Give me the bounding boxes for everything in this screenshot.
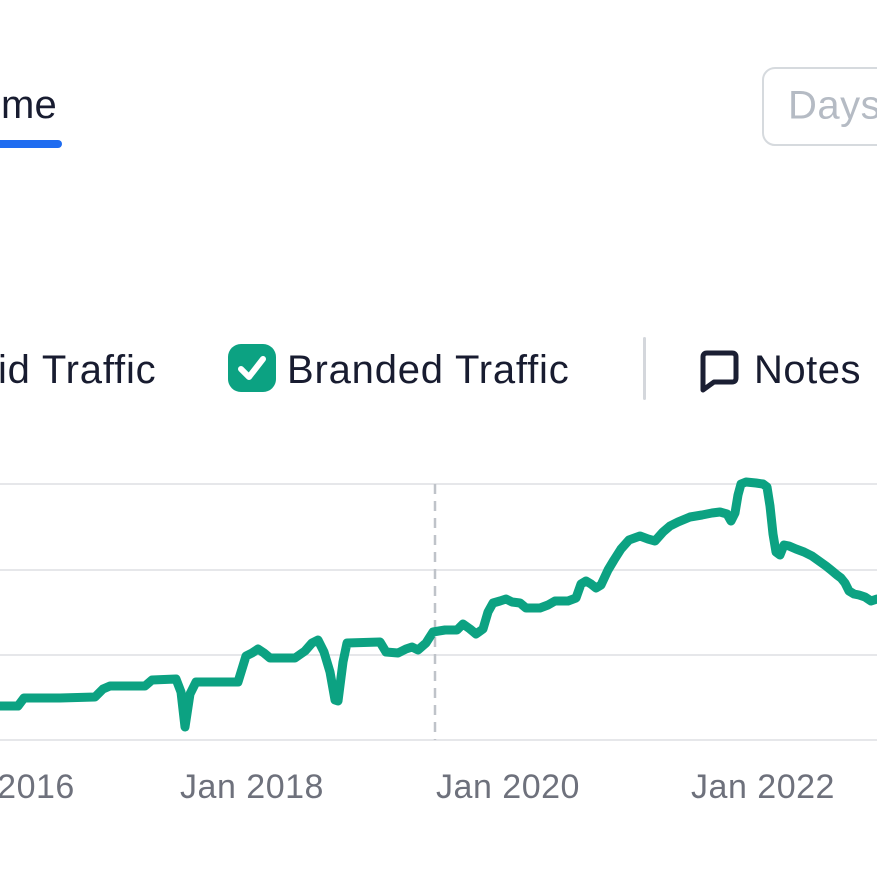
legend-branded-traffic-label[interactable]: Branded Traffic bbox=[287, 348, 570, 392]
granularity-days-label: Days bbox=[788, 83, 877, 128]
x-axis-tick-label: Jan 2018 bbox=[180, 768, 324, 806]
x-axis-tick-label: Jan 2022 bbox=[691, 768, 835, 806]
branded-traffic-checkbox[interactable] bbox=[228, 344, 276, 392]
x-axis-tick-label: Jan 2020 bbox=[436, 768, 580, 806]
granularity-days-button[interactable]: Days bbox=[762, 67, 877, 146]
tab-all-time-label: me bbox=[1, 83, 57, 127]
legend-separator bbox=[643, 337, 646, 400]
notes-label: Notes bbox=[754, 348, 861, 392]
x-axis-tick-label: 2016 bbox=[0, 768, 75, 806]
legend-paid-traffic-label[interactable]: id Traffic bbox=[0, 348, 157, 392]
active-tab-underline-indicator bbox=[0, 140, 62, 148]
note-bubble-icon bbox=[700, 350, 739, 393]
branded-traffic-line[interactable] bbox=[0, 477, 877, 732]
checkmark-icon bbox=[238, 356, 266, 380]
